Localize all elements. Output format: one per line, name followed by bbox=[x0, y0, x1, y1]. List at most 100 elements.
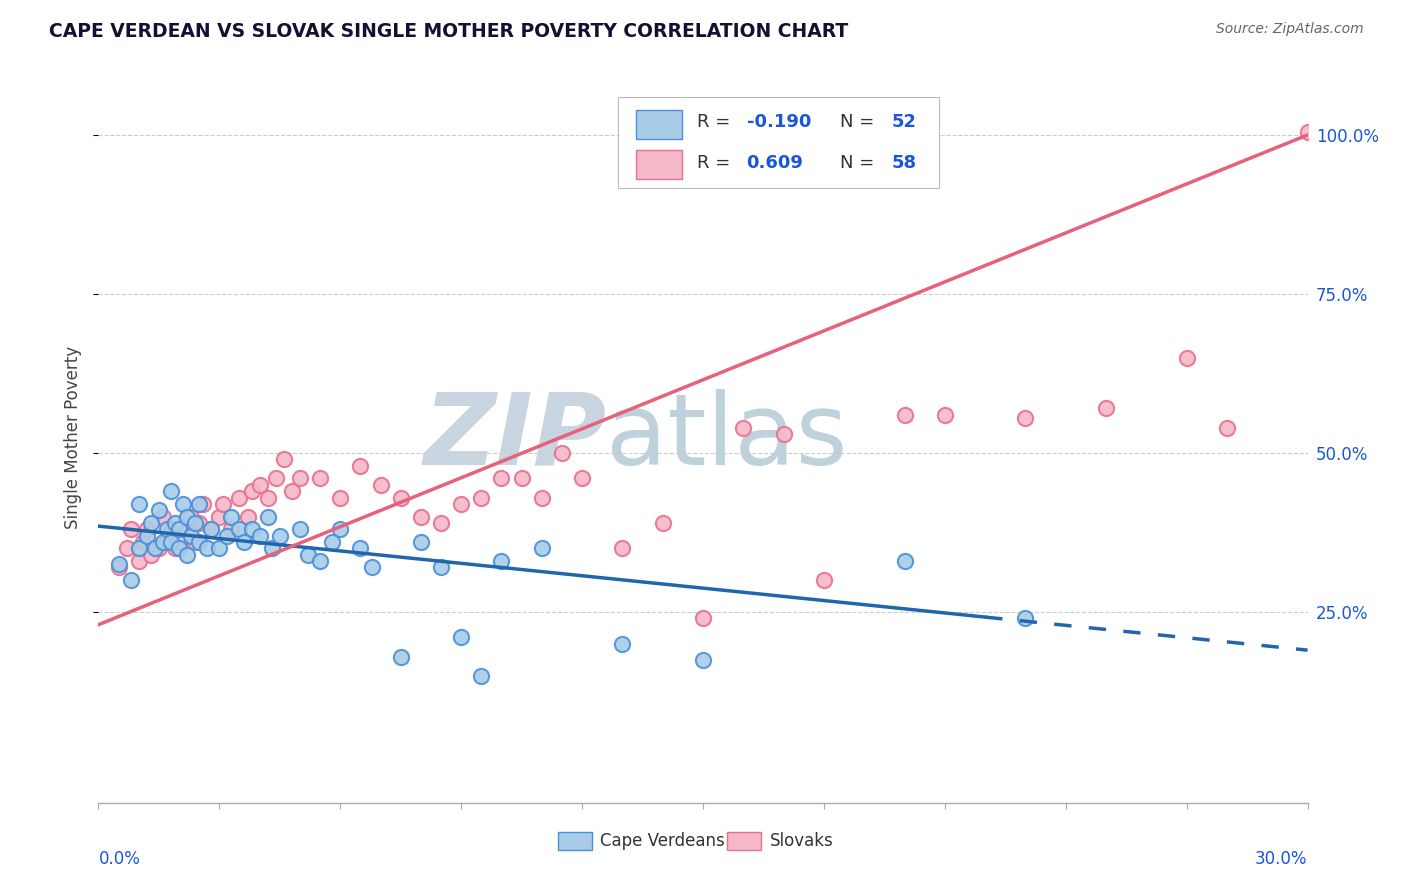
Point bbox=[208, 509, 231, 524]
Point bbox=[349, 541, 371, 556]
Text: 52: 52 bbox=[891, 113, 917, 131]
Point bbox=[160, 484, 183, 499]
Point bbox=[551, 446, 574, 460]
Point bbox=[120, 522, 142, 536]
Point bbox=[148, 503, 170, 517]
Point bbox=[167, 535, 190, 549]
Point bbox=[139, 548, 162, 562]
Point bbox=[156, 522, 179, 536]
Text: 0.609: 0.609 bbox=[747, 153, 803, 171]
Point bbox=[256, 509, 278, 524]
Point bbox=[132, 535, 155, 549]
Point bbox=[1095, 401, 1118, 416]
FancyBboxPatch shape bbox=[727, 832, 761, 850]
Point bbox=[281, 484, 304, 499]
Point bbox=[772, 426, 794, 441]
Point bbox=[297, 548, 319, 562]
Text: ZIP: ZIP bbox=[423, 389, 606, 485]
Text: N =: N = bbox=[839, 153, 880, 171]
Point bbox=[733, 420, 755, 434]
Point bbox=[240, 522, 263, 536]
Point bbox=[188, 535, 211, 549]
Point bbox=[195, 541, 218, 556]
Point bbox=[184, 516, 207, 530]
Point bbox=[450, 631, 472, 645]
Point bbox=[470, 491, 492, 505]
Point bbox=[135, 529, 157, 543]
Point bbox=[450, 497, 472, 511]
Point bbox=[193, 497, 215, 511]
Point bbox=[1014, 411, 1036, 425]
Point bbox=[120, 573, 142, 587]
Point bbox=[200, 522, 222, 536]
Point bbox=[893, 408, 915, 422]
Point bbox=[217, 529, 239, 543]
Point bbox=[249, 477, 271, 491]
Point bbox=[152, 535, 174, 549]
Point bbox=[188, 497, 211, 511]
Text: 58: 58 bbox=[891, 153, 917, 171]
Point bbox=[148, 541, 170, 556]
Point bbox=[934, 408, 956, 422]
Point bbox=[156, 535, 179, 549]
Point bbox=[329, 491, 352, 505]
Point bbox=[430, 516, 453, 530]
Point bbox=[530, 541, 553, 556]
Point bbox=[236, 509, 259, 524]
Point bbox=[612, 541, 634, 556]
Point bbox=[1175, 351, 1198, 365]
Point bbox=[256, 491, 278, 505]
Point bbox=[813, 573, 835, 587]
Text: R =: R = bbox=[697, 113, 735, 131]
Point bbox=[221, 522, 243, 536]
Text: 0.0%: 0.0% bbox=[98, 850, 141, 868]
Point bbox=[128, 554, 150, 568]
Point bbox=[349, 458, 371, 473]
Point bbox=[510, 471, 533, 485]
Text: CAPE VERDEAN VS SLOVAK SINGLE MOTHER POVERTY CORRELATION CHART: CAPE VERDEAN VS SLOVAK SINGLE MOTHER POV… bbox=[49, 22, 848, 41]
Text: N =: N = bbox=[839, 113, 880, 131]
Point bbox=[288, 522, 311, 536]
Point bbox=[163, 541, 186, 556]
Point bbox=[176, 522, 198, 536]
Text: R =: R = bbox=[697, 153, 735, 171]
Point bbox=[692, 653, 714, 667]
Point bbox=[128, 541, 150, 556]
Point bbox=[128, 497, 150, 511]
Point bbox=[176, 509, 198, 524]
Point bbox=[249, 529, 271, 543]
Point bbox=[167, 541, 190, 556]
Point bbox=[692, 611, 714, 625]
Point bbox=[260, 541, 283, 556]
Point bbox=[409, 509, 432, 524]
FancyBboxPatch shape bbox=[637, 150, 682, 179]
Point bbox=[1014, 611, 1036, 625]
Point bbox=[228, 491, 250, 505]
Point bbox=[409, 535, 432, 549]
Point bbox=[370, 477, 392, 491]
Point bbox=[530, 491, 553, 505]
Point bbox=[571, 471, 593, 485]
Point bbox=[269, 529, 291, 543]
Text: Slovaks: Slovaks bbox=[769, 832, 834, 850]
Point bbox=[212, 497, 235, 511]
Point bbox=[389, 491, 412, 505]
Point bbox=[188, 516, 211, 530]
Point bbox=[176, 548, 198, 562]
Point bbox=[309, 554, 332, 568]
Point bbox=[893, 554, 915, 568]
Point bbox=[321, 535, 343, 549]
Point bbox=[288, 471, 311, 485]
Y-axis label: Single Mother Poverty: Single Mother Poverty bbox=[65, 345, 83, 529]
FancyBboxPatch shape bbox=[637, 110, 682, 139]
Point bbox=[139, 516, 162, 530]
Point bbox=[115, 541, 138, 556]
Point bbox=[160, 535, 183, 549]
Point bbox=[1216, 420, 1239, 434]
Point bbox=[491, 471, 513, 485]
Point bbox=[309, 471, 332, 485]
Point bbox=[107, 560, 129, 574]
Point bbox=[221, 509, 243, 524]
FancyBboxPatch shape bbox=[558, 832, 592, 850]
Point bbox=[184, 535, 207, 549]
